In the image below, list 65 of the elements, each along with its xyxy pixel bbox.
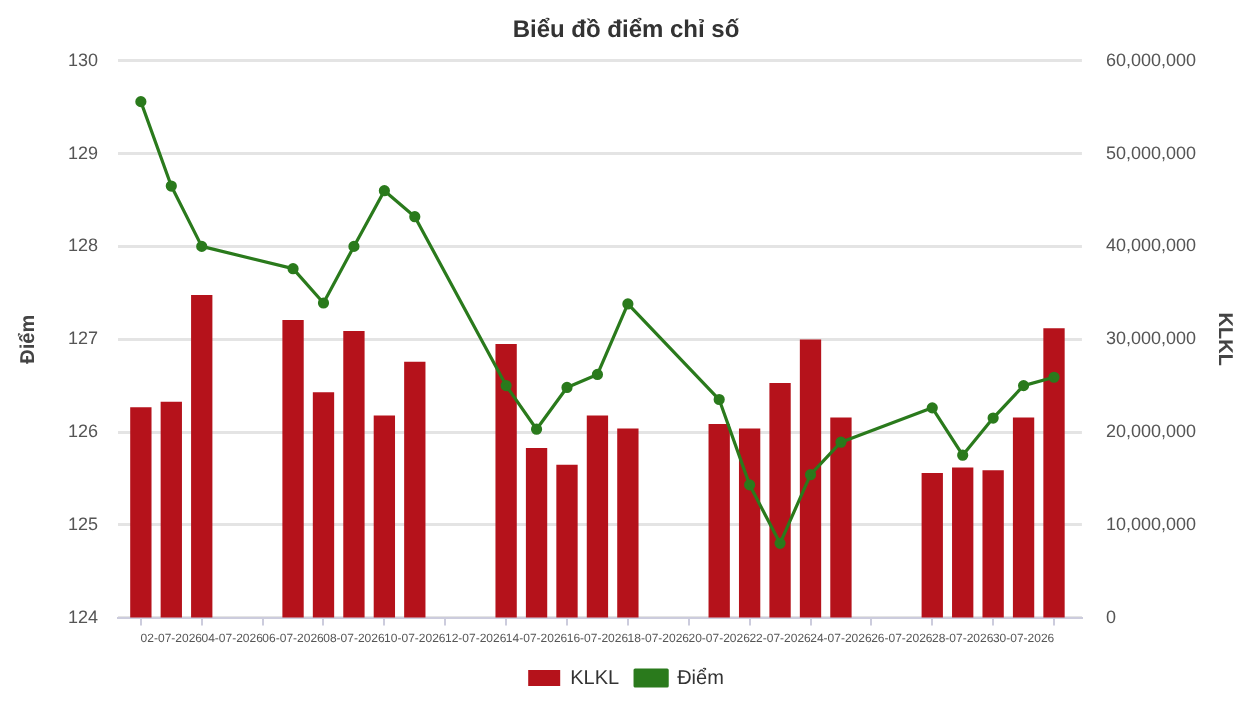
y2-axis-title: KLKL — [1212, 312, 1235, 366]
bar — [1043, 328, 1065, 618]
point — [622, 298, 634, 310]
bar — [404, 361, 426, 618]
bar — [312, 392, 335, 618]
point — [774, 537, 786, 549]
point — [500, 380, 512, 392]
point — [804, 469, 817, 481]
point — [835, 436, 847, 448]
point — [926, 402, 938, 414]
y-tick-label: 128 — [67, 235, 99, 256]
y-tick-label: 127 — [67, 328, 99, 349]
bar — [830, 417, 852, 618]
y2-tick-label: 10,000,000 — [1105, 513, 1197, 534]
y-axis-title: Điểm — [15, 314, 40, 364]
y2-tick-label: 60,000,000 — [1105, 49, 1197, 70]
bar — [708, 423, 730, 618]
bar — [282, 319, 304, 618]
y-tick-label: 125 — [67, 513, 99, 534]
point — [591, 368, 604, 381]
point — [409, 211, 421, 223]
y2-tick-label: 50,000,000 — [1105, 142, 1197, 163]
y-tick-label: 130 — [67, 49, 99, 70]
point — [378, 185, 390, 197]
bar — [799, 339, 822, 618]
bar — [769, 383, 791, 618]
point — [561, 381, 573, 394]
legend-label: Điểm — [677, 665, 724, 690]
bar — [982, 470, 1004, 618]
y2-tick-label: 0 — [1105, 606, 1116, 627]
bar — [738, 428, 761, 618]
point — [348, 240, 360, 252]
y-tick-label: 126 — [67, 420, 99, 441]
point — [165, 180, 177, 192]
bar — [160, 401, 182, 618]
legend-label: KLKL — [570, 667, 620, 690]
point — [713, 393, 725, 406]
bar — [1012, 417, 1035, 618]
point — [987, 412, 999, 424]
y-tick-label: 129 — [67, 142, 99, 163]
point — [287, 263, 299, 275]
bar — [130, 407, 152, 618]
bar — [617, 428, 639, 618]
point — [1048, 371, 1060, 383]
point — [1017, 380, 1030, 392]
bar — [921, 473, 943, 618]
chart-title: Biểu đồ điểm chỉ số — [512, 15, 740, 44]
point — [957, 449, 969, 461]
bar — [556, 464, 578, 618]
bar — [373, 415, 396, 618]
point — [530, 423, 543, 435]
bar — [191, 294, 213, 618]
point — [744, 479, 756, 491]
bar — [495, 344, 517, 618]
point — [135, 96, 147, 108]
y-tick-label: 124 — [67, 606, 99, 627]
bar — [952, 467, 974, 618]
y2-tick-label: 40,000,000 — [1105, 235, 1197, 256]
bar — [343, 331, 365, 618]
bar — [525, 448, 548, 618]
y2-tick-label: 30,000,000 — [1105, 328, 1197, 349]
y2-tick-label: 20,000,000 — [1105, 420, 1197, 441]
point — [196, 240, 208, 252]
bar — [586, 415, 609, 618]
point — [317, 297, 330, 309]
